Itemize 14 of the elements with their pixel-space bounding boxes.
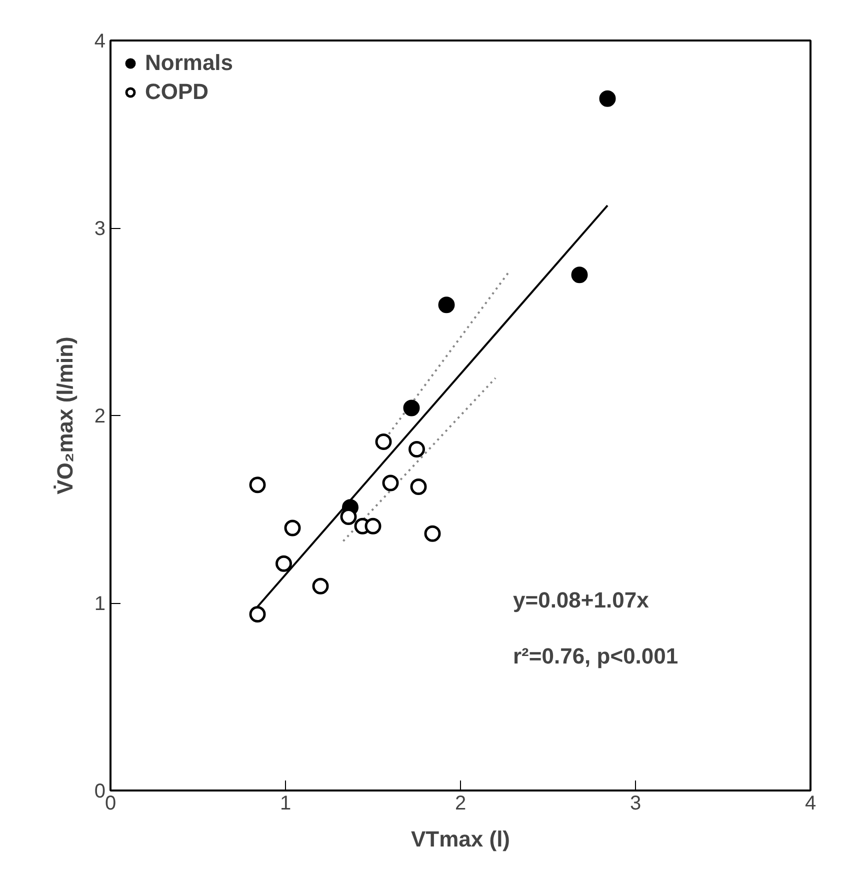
x-axis-title: VTmax (l) (410, 826, 510, 852)
annotation: y=0.08+1.07x (513, 587, 650, 612)
x-tick-label: 2 (454, 792, 466, 814)
legend-label: Normals (145, 50, 234, 76)
x-tick-label: 1 (280, 792, 292, 814)
x-tick-label: 3 (630, 792, 642, 814)
y-tick-label: 1 (94, 593, 106, 615)
y-tick-label: 3 (94, 218, 106, 240)
annotation: r²=0.76, p<0.001 (513, 644, 678, 669)
x-tick-label: 4 (804, 792, 816, 814)
legend-label: COPD (145, 79, 209, 105)
y-axis-title: V̇O₂max (l/min) (52, 336, 78, 494)
y-tick-label: 2 (94, 406, 106, 428)
y-tick-label: 4 (94, 30, 106, 52)
